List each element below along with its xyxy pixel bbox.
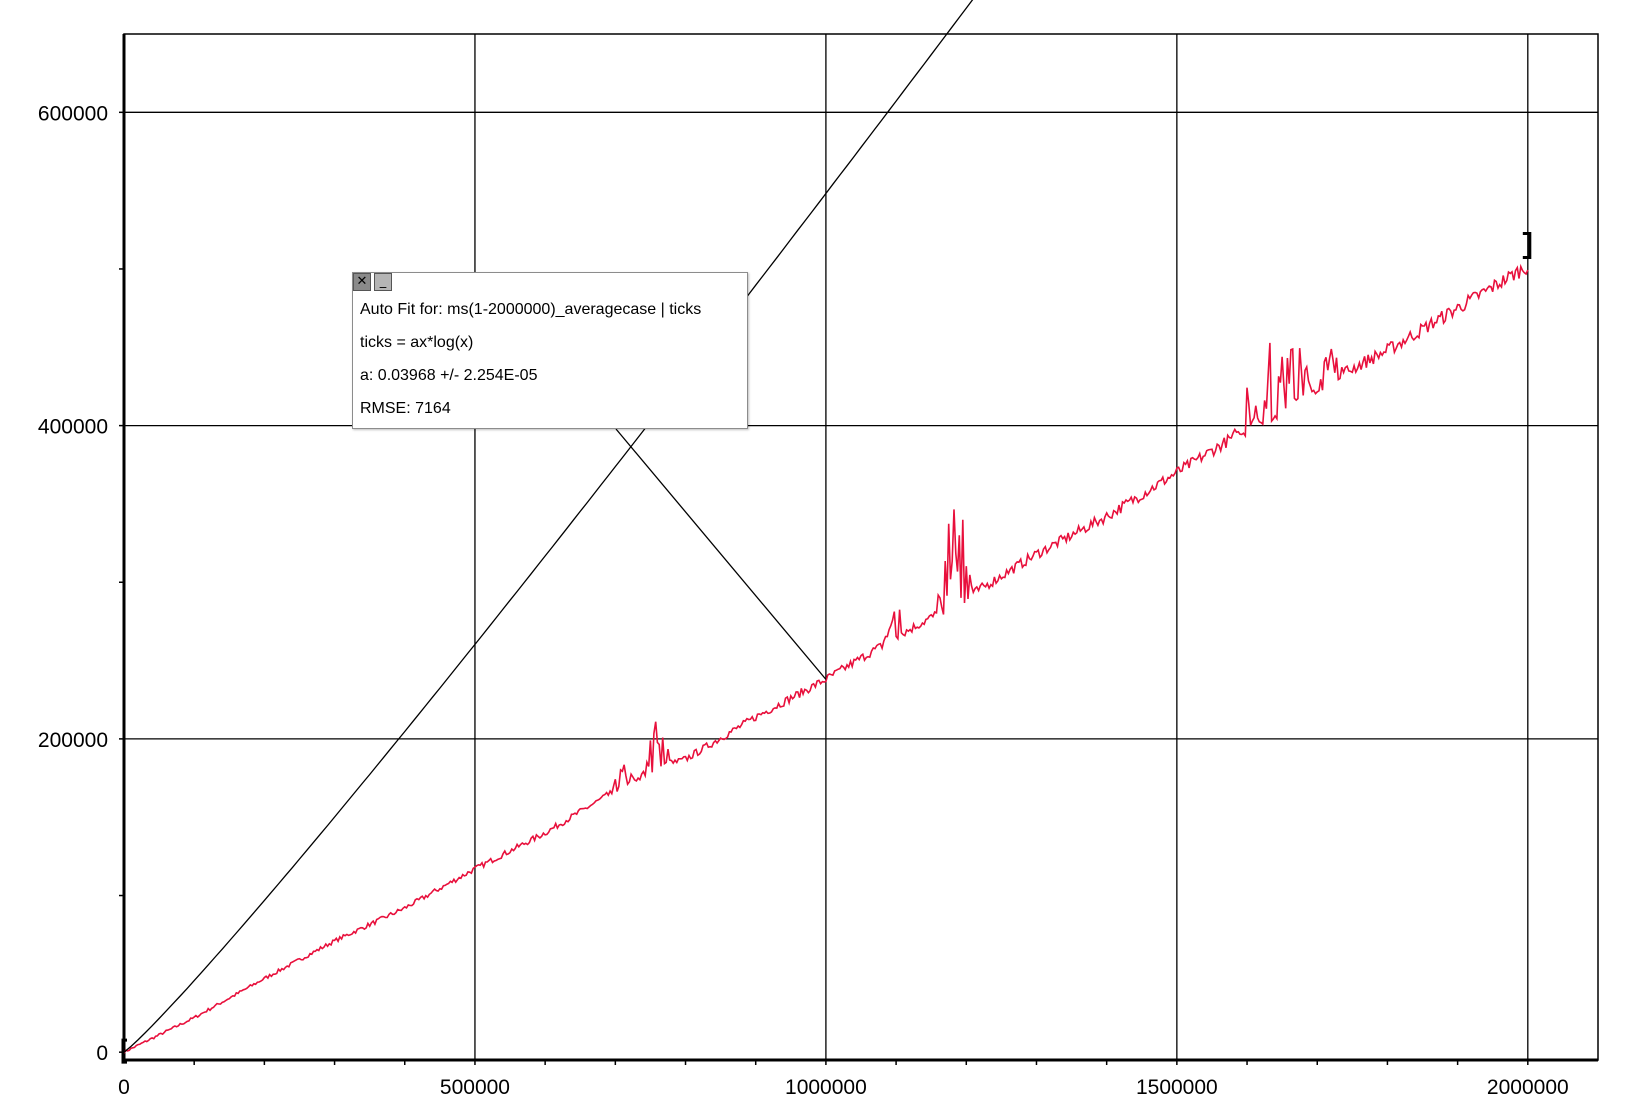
y-tick-label: 400000: [38, 416, 108, 439]
fit-pointer: [615, 428, 827, 680]
endpoint-marker: [121, 1038, 127, 1064]
data-series-line: [123, 263, 1529, 1054]
fit-pointer-line: [615, 428, 827, 680]
y-tick-label: 0: [96, 1042, 108, 1065]
close-icon[interactable]: ✕: [353, 273, 371, 291]
series-lines: [121, 0, 1532, 1064]
axes: [119, 34, 1598, 1065]
endpoint-marker: [1522, 231, 1532, 259]
fit-title: Auto Fit for: ms(1-2000000)_averagecase …: [360, 301, 702, 318]
grid-lines: [123, 33, 1599, 1061]
x-tick-label: 2000000: [1487, 1076, 1569, 1099]
x-tick-label: 1000000: [785, 1076, 867, 1099]
fit-rmse: RMSE: 7164: [360, 400, 451, 417]
fit-curve-line: [123, 0, 974, 1053]
plot-frame: [123, 33, 1599, 1061]
fit-formula: ticks = ax*log(x): [360, 334, 474, 351]
fit-parameter-a: a: 0.03968 +/- 2.254E-05: [360, 367, 538, 384]
minimize-icon[interactable]: _: [374, 273, 392, 291]
auto-fit-annotation-box[interactable]: ✕ _ Auto Fit for: ms(1-2000000)_averagec…: [352, 272, 748, 429]
x-tick-label: 0: [118, 1076, 130, 1099]
x-tick-label: 500000: [440, 1076, 510, 1099]
y-tick-label: 600000: [38, 102, 108, 125]
x-tick-label: 1500000: [1136, 1076, 1218, 1099]
tick-labels: 0 500000 1000000 1500000 2000000 0 200000 40000…: [38, 102, 1569, 1099]
y-tick-label: 200000: [38, 729, 108, 752]
